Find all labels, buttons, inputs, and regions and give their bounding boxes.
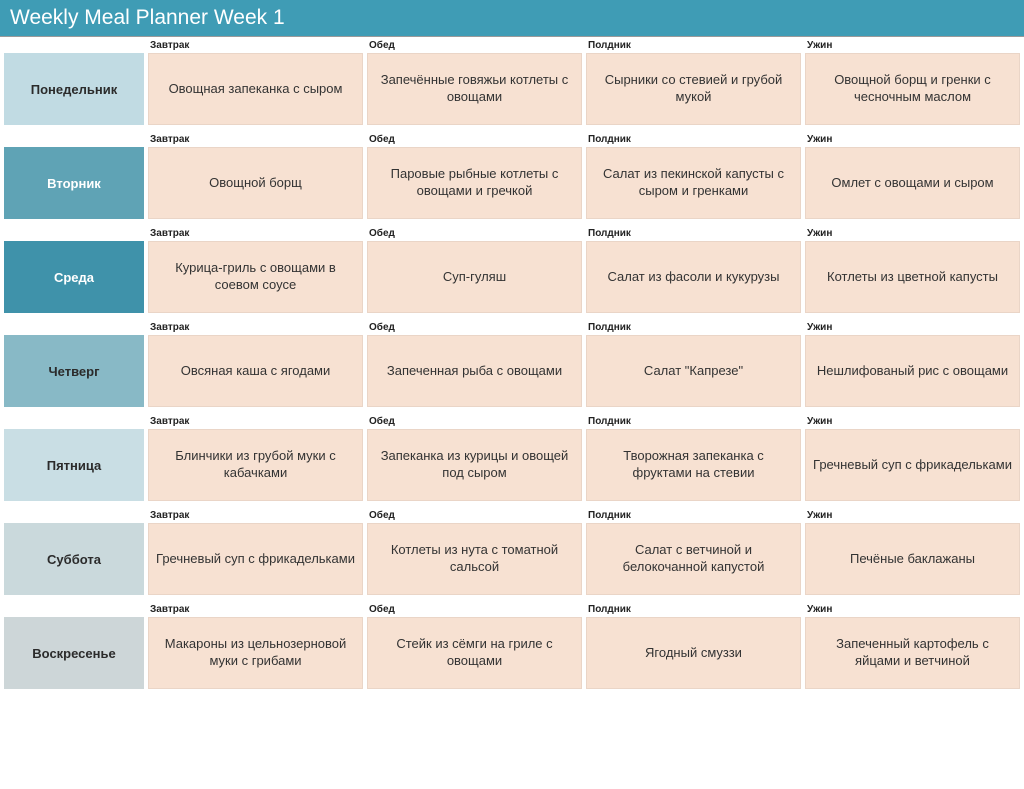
column-header: Полдник [586, 37, 801, 53]
meal-cell: Запечённые говяжьи котлеты с овощами [367, 53, 582, 125]
header-spacer [4, 601, 144, 617]
meal-cell: Запеченная рыба с овощами [367, 335, 582, 407]
column-header: Завтрак [148, 37, 363, 53]
day-name-cell: Четверг [4, 335, 144, 407]
day-name-cell: Вторник [4, 147, 144, 219]
day-row: СредаКурица-гриль с овощами в соевом соу… [0, 241, 1024, 313]
header-spacer [4, 413, 144, 429]
day-block: ЗавтракОбедПолдникУжинВторникОвощной бор… [0, 131, 1024, 219]
meal-cell: Запеканка из курицы и овощей под сыром [367, 429, 582, 501]
meal-cell: Овощной борщ и гренки с чесночным маслом [805, 53, 1020, 125]
meal-cell: Суп-гуляш [367, 241, 582, 313]
meal-cell: Овощная запеканка с сыром [148, 53, 363, 125]
meal-cell: Котлеты из цветной капусты [805, 241, 1020, 313]
meal-cell: Гречневый суп с фрикадельками [148, 523, 363, 595]
meal-cell: Омлет с овощами и сыром [805, 147, 1020, 219]
day-name-cell: Среда [4, 241, 144, 313]
meal-planner-table: ЗавтракОбедПолдникУжинПонедельникОвощная… [0, 37, 1024, 689]
column-header: Полдник [586, 319, 801, 335]
meal-cell: Нешлифованый рис с овощами [805, 335, 1020, 407]
column-header-row: ЗавтракОбедПолдникУжин [0, 601, 1024, 617]
column-header: Ужин [805, 507, 1020, 523]
column-header-row: ЗавтракОбедПолдникУжин [0, 131, 1024, 147]
meal-cell: Блинчики из грубой муки с кабачками [148, 429, 363, 501]
column-header-row: ЗавтракОбедПолдникУжин [0, 507, 1024, 523]
header-spacer [4, 131, 144, 147]
day-block: ЗавтракОбедПолдникУжинПонедельникОвощная… [0, 37, 1024, 125]
meal-cell: Салат с ветчиной и белокочанной капустой [586, 523, 801, 595]
column-header: Обед [367, 225, 582, 241]
day-block: ЗавтракОбедПолдникУжинПятницаБлинчики из… [0, 413, 1024, 501]
day-block: ЗавтракОбедПолдникУжинЧетвергОвсяная каш… [0, 319, 1024, 407]
column-header: Обед [367, 413, 582, 429]
column-header: Полдник [586, 131, 801, 147]
column-header: Ужин [805, 131, 1020, 147]
meal-cell: Стейк из сёмги на гриле с овощами [367, 617, 582, 689]
meal-cell: Котлеты из нута с томатной сальсой [367, 523, 582, 595]
meal-cell: Паровые рыбные котлеты с овощами и гречк… [367, 147, 582, 219]
day-row: ПятницаБлинчики из грубой муки с кабачка… [0, 429, 1024, 501]
column-header: Завтрак [148, 319, 363, 335]
meal-cell: Запеченный картофель с яйцами и ветчиной [805, 617, 1020, 689]
day-block: ЗавтракОбедПолдникУжинСредаКурица-гриль … [0, 225, 1024, 313]
column-header: Ужин [805, 37, 1020, 53]
header-spacer [4, 225, 144, 241]
meal-cell: Творожная запеканка с фруктами на стевии [586, 429, 801, 501]
day-row: СубботаГречневый суп с фрикаделькамиКотл… [0, 523, 1024, 595]
day-name-cell: Воскресенье [4, 617, 144, 689]
column-header: Завтрак [148, 507, 363, 523]
day-row: ЧетвергОвсяная каша с ягодамиЗапеченная … [0, 335, 1024, 407]
column-header-row: ЗавтракОбедПолдникУжин [0, 413, 1024, 429]
column-header: Полдник [586, 507, 801, 523]
column-header: Ужин [805, 413, 1020, 429]
meal-cell: Курица-гриль с овощами в соевом соусе [148, 241, 363, 313]
column-header: Завтрак [148, 601, 363, 617]
meal-cell: Сырники со стевией и грубой мукой [586, 53, 801, 125]
header-spacer [4, 319, 144, 335]
column-header: Полдник [586, 413, 801, 429]
column-header: Обед [367, 37, 582, 53]
column-header: Завтрак [148, 131, 363, 147]
meal-cell: Ягодный смуззи [586, 617, 801, 689]
column-header: Ужин [805, 319, 1020, 335]
header-spacer [4, 37, 144, 53]
column-header: Обед [367, 319, 582, 335]
meal-cell: Печёные баклажаны [805, 523, 1020, 595]
column-header: Полдник [586, 601, 801, 617]
column-header: Завтрак [148, 225, 363, 241]
column-header: Ужин [805, 225, 1020, 241]
meal-cell: Салат из пекинской капусты с сыром и гре… [586, 147, 801, 219]
day-name-cell: Пятница [4, 429, 144, 501]
day-block: ЗавтракОбедПолдникУжинСубботаГречневый с… [0, 507, 1024, 595]
header-spacer [4, 507, 144, 523]
day-block: ЗавтракОбедПолдникУжинВоскресеньеМакарон… [0, 601, 1024, 689]
column-header: Обед [367, 507, 582, 523]
column-header: Обед [367, 131, 582, 147]
column-header: Полдник [586, 225, 801, 241]
meal-cell: Овсяная каша с ягодами [148, 335, 363, 407]
day-name-cell: Понедельник [4, 53, 144, 125]
column-header-row: ЗавтракОбедПолдникУжин [0, 225, 1024, 241]
day-row: ПонедельникОвощная запеканка с сыромЗапе… [0, 53, 1024, 125]
meal-cell: Гречневый суп с фрикадельками [805, 429, 1020, 501]
page-title: Weekly Meal Planner Week 1 [0, 0, 1024, 37]
meal-cell: Салат из фасоли и кукурузы [586, 241, 801, 313]
day-row: ВоскресеньеМакароны из цельнозерновой му… [0, 617, 1024, 689]
column-header-row: ЗавтракОбедПолдникУжин [0, 319, 1024, 335]
day-row: ВторникОвощной борщПаровые рыбные котлет… [0, 147, 1024, 219]
column-header: Завтрак [148, 413, 363, 429]
meal-cell: Салат "Капрезе" [586, 335, 801, 407]
meal-cell: Макароны из цельнозерновой муки с грибам… [148, 617, 363, 689]
day-name-cell: Суббота [4, 523, 144, 595]
column-header: Обед [367, 601, 582, 617]
column-header-row: ЗавтракОбедПолдникУжин [0, 37, 1024, 53]
meal-cell: Овощной борщ [148, 147, 363, 219]
column-header: Ужин [805, 601, 1020, 617]
